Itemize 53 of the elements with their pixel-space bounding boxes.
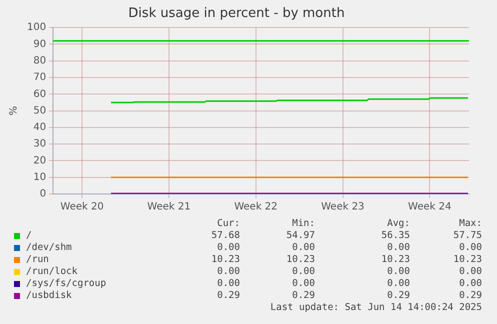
text: 10.23 (210, 254, 240, 265)
legend-label: /run (26, 254, 49, 265)
x-tick-label: Week 23 (321, 202, 364, 213)
legend-label: /usbdisk (26, 290, 72, 301)
y-tick-label: 90 (33, 38, 46, 50)
text: Cur: (216, 218, 240, 229)
text: 57.75 (452, 230, 482, 241)
y-tick-label: 10 (33, 172, 46, 183)
text: 0.00 (291, 278, 315, 289)
y-tick-label: 80 (33, 55, 46, 66)
text: 0.00 (216, 266, 240, 277)
y-axis-title: % (8, 106, 20, 116)
text: 57.68 (210, 230, 240, 241)
y-tick-label: 20 (33, 155, 46, 166)
text: 0.00 (386, 242, 410, 253)
text: 0.29 (386, 290, 410, 301)
text: 0.00 (216, 242, 240, 253)
text: 0.00 (291, 242, 315, 253)
text: 0.29 (291, 290, 315, 301)
text: Last update: Sat Jun 14 14:00:24 2025 (269, 302, 482, 313)
y-tick-label: 70 (33, 72, 46, 84)
legend-label: /dev/shm (26, 242, 72, 253)
text: 10.23 (452, 254, 482, 265)
text: Max: (458, 218, 482, 229)
text: 0.29 (216, 290, 240, 301)
y-tick-label: 100 (26, 22, 46, 34)
y-tick-label: 60 (33, 88, 46, 100)
legend-label: / (26, 230, 32, 241)
text: 54.97 (285, 230, 315, 241)
text: 0.00 (291, 266, 315, 277)
legend-label: /run/lock (26, 266, 78, 277)
legend-label: /sys/fs/cgroup (26, 278, 106, 289)
y-tick-label: 40 (33, 122, 46, 134)
y-tick-label: 0 (40, 188, 46, 200)
text: 56.35 (380, 230, 410, 241)
x-tick-label: Week 20 (60, 202, 104, 213)
y-tick-label: 50 (33, 105, 46, 116)
chart-title: Disk usage in percent - by month (128, 6, 345, 22)
text: 0.00 (386, 266, 410, 277)
text: Avg: (386, 218, 410, 229)
text: Min: (291, 218, 315, 229)
text: 10.23 (380, 254, 410, 265)
text: 0.00 (458, 278, 482, 289)
text: 10.23 (285, 254, 315, 265)
text: 0.00 (386, 278, 410, 289)
x-tick-label: Week 24 (408, 202, 452, 213)
text: 0.00 (458, 266, 482, 277)
text: 0.29 (458, 290, 482, 301)
text: 0.00 (216, 278, 240, 289)
x-tick-label: Week 22 (234, 202, 278, 213)
text: 0.00 (458, 242, 482, 253)
y-tick-label: 30 (33, 138, 46, 150)
x-tick-label: Week 21 (147, 202, 191, 213)
